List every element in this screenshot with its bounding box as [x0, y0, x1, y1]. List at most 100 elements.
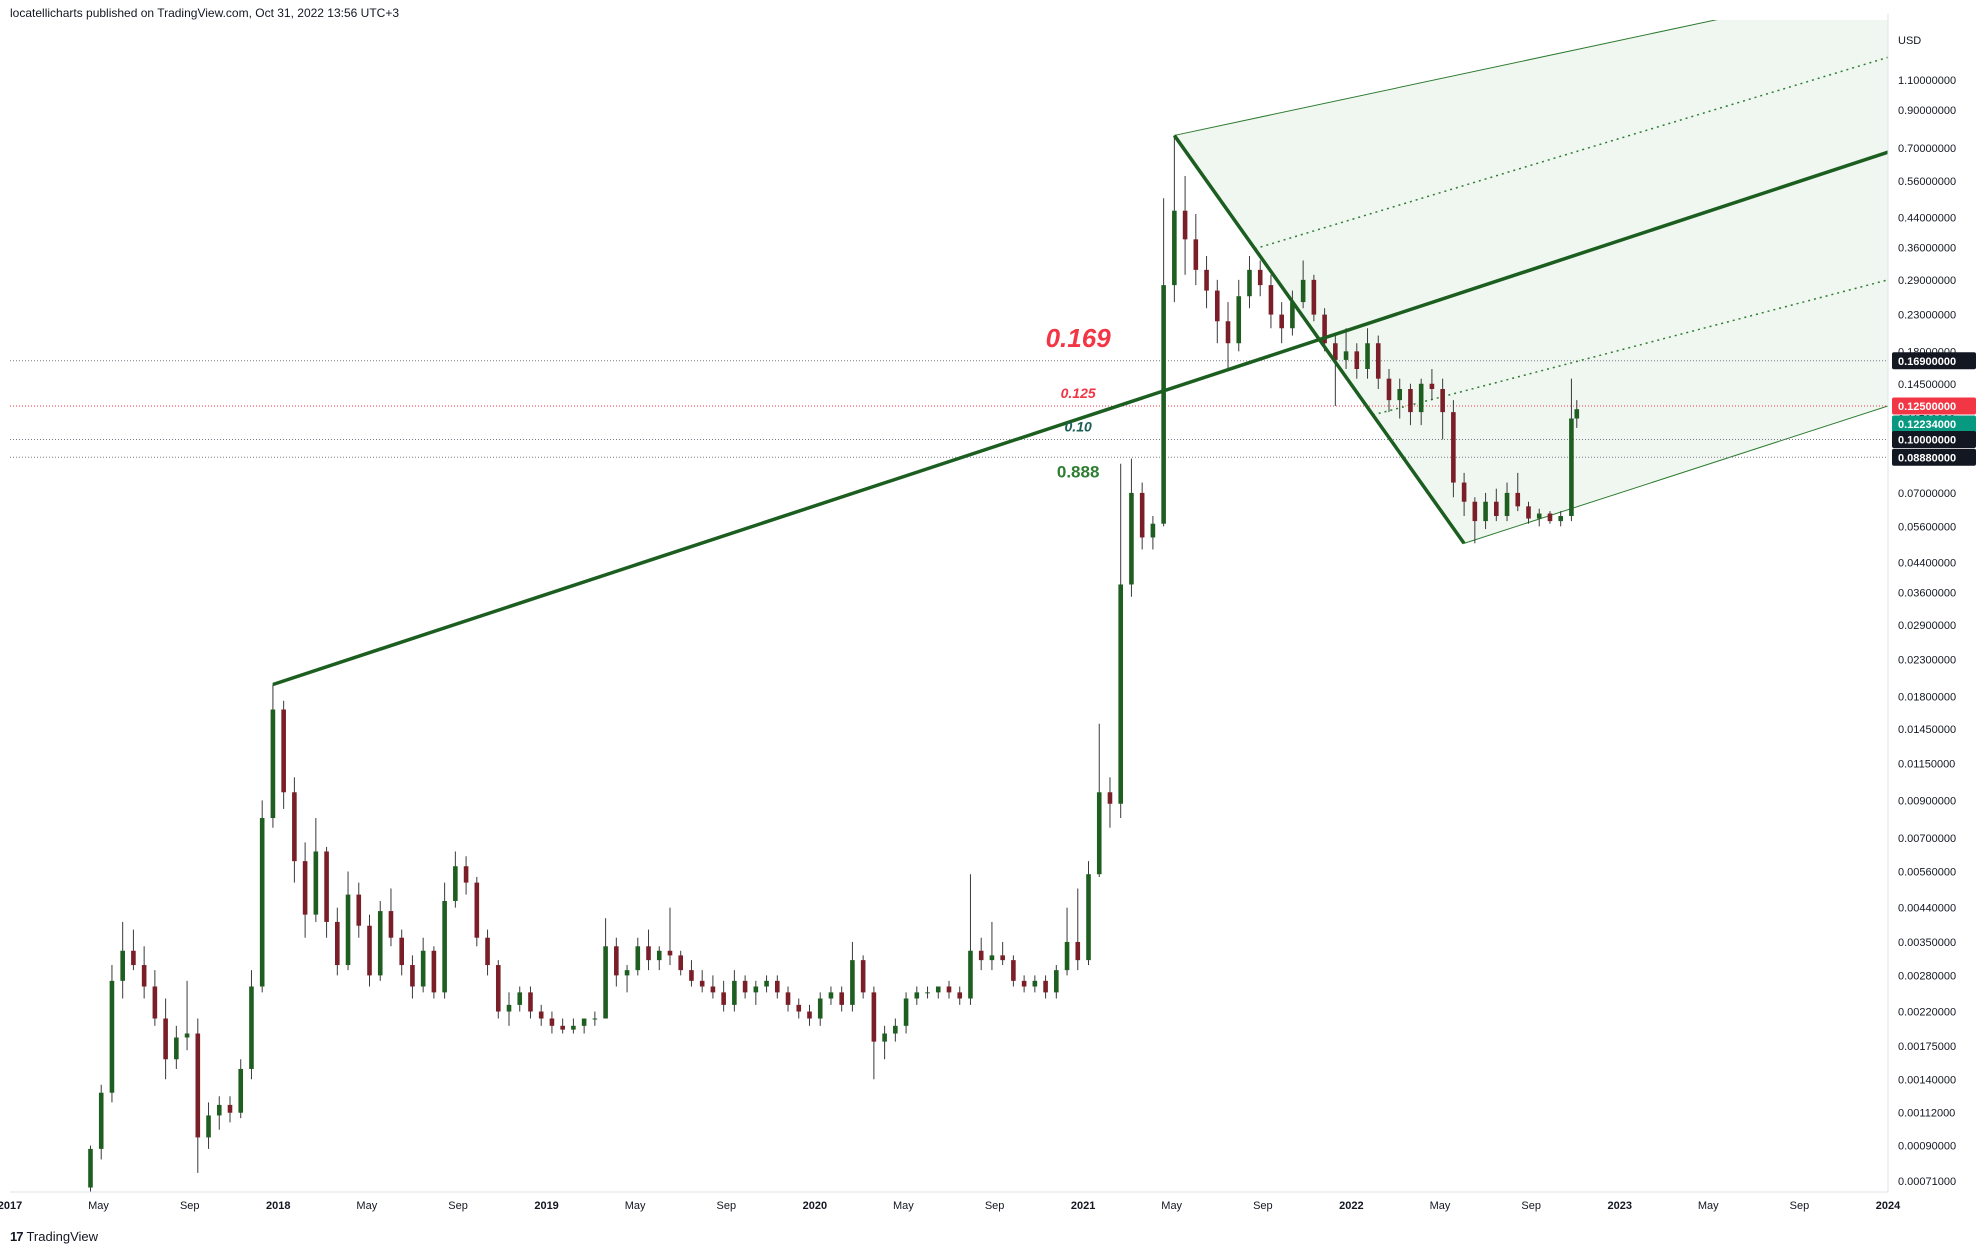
- x-tick-label: May: [625, 1200, 646, 1212]
- candle-body: [1139, 492, 1145, 538]
- candle-body: [1322, 314, 1327, 344]
- candle-body: [463, 866, 469, 883]
- candle: [1526, 501, 1531, 524]
- candle: [1172, 135, 1177, 303]
- candle-body: [1150, 523, 1156, 538]
- candle: [581, 1018, 587, 1034]
- price-label-text: 0.16900000: [1898, 356, 1956, 368]
- candle: [313, 818, 319, 922]
- candle: [989, 921, 995, 971]
- candle-body: [216, 1104, 222, 1116]
- candle-body: [474, 882, 480, 938]
- candle-body: [88, 1148, 93, 1188]
- x-tick-label: 2022: [1339, 1200, 1363, 1212]
- candle: [1043, 975, 1048, 999]
- candle: [463, 856, 469, 895]
- candle-body: [1504, 492, 1510, 517]
- candle-body: [1214, 290, 1220, 322]
- candle: [1011, 955, 1016, 987]
- candle-body: [141, 965, 147, 987]
- candle-body: [1064, 941, 1070, 971]
- candle-body: [882, 1033, 887, 1042]
- candle: [968, 874, 973, 1005]
- candle: [1032, 975, 1038, 993]
- candle-body: [377, 911, 383, 976]
- candle: [335, 907, 340, 976]
- candle: [538, 1004, 544, 1026]
- candle-body: [1236, 296, 1242, 344]
- y-tick-label: 0.00700000: [1898, 833, 1956, 845]
- candle-body: [281, 709, 286, 793]
- candle: [1365, 328, 1370, 379]
- candle-body: [1118, 584, 1124, 804]
- candle: [817, 992, 823, 1026]
- candle: [238, 1059, 244, 1119]
- candle-body: [903, 998, 909, 1026]
- candle-body: [785, 992, 791, 1005]
- y-tick-label: 0.00071000: [1898, 1176, 1956, 1188]
- candle: [560, 1018, 565, 1034]
- candle-body: [635, 946, 641, 971]
- candle-body: [871, 992, 877, 1042]
- candle: [1333, 335, 1338, 406]
- candle-body: [1472, 501, 1478, 522]
- candle: [624, 965, 630, 993]
- candle-body: [345, 894, 351, 966]
- candle-body: [1011, 960, 1016, 981]
- candle: [249, 970, 254, 1080]
- candle-body: [485, 937, 490, 966]
- candle: [1086, 861, 1091, 966]
- candle-body: [292, 792, 297, 862]
- candle-body: [1429, 383, 1435, 390]
- candle-body: [667, 950, 673, 956]
- candle-body: [1451, 412, 1456, 483]
- candle: [699, 970, 705, 993]
- candle: [131, 929, 136, 971]
- candle: [495, 960, 501, 1019]
- candle-body: [367, 925, 372, 976]
- candle-body: [1536, 513, 1542, 519]
- candle-body: [989, 955, 995, 961]
- price-label-text: 0.12234000: [1898, 419, 1956, 431]
- candle-body: [420, 950, 426, 987]
- candle-body: [796, 1004, 802, 1012]
- candle: [774, 975, 780, 999]
- candle: [882, 1025, 887, 1060]
- candle: [98, 1084, 104, 1160]
- x-tick-label: May: [1161, 1200, 1182, 1212]
- candle: [914, 986, 920, 1005]
- x-tick-label: 2023: [1607, 1200, 1631, 1212]
- candle-body: [1086, 874, 1091, 961]
- candle: [292, 777, 297, 883]
- candle: [1354, 343, 1360, 379]
- y-tick-label: 0.29000000: [1898, 275, 1956, 287]
- price-label-text: 0.12500000: [1898, 401, 1956, 413]
- candle: [1161, 198, 1166, 527]
- candle-body: [860, 960, 866, 993]
- candle-body: [828, 992, 834, 999]
- y-tick-label: 0.07000000: [1898, 488, 1956, 500]
- candle-body: [249, 986, 254, 1069]
- candle: [903, 992, 909, 1034]
- candle-body: [506, 1004, 512, 1012]
- trendline-falling: [1172, 134, 1466, 545]
- candle-body: [592, 1018, 598, 1020]
- y-tick-label: 0.04400000: [1898, 558, 1956, 570]
- candle-body: [656, 950, 662, 961]
- candle-body: [549, 1018, 555, 1026]
- candle-body: [517, 992, 523, 1005]
- candle-body: [1386, 378, 1392, 401]
- y-tick-label: 0.01800000: [1898, 691, 1956, 703]
- candle-body: [1494, 501, 1499, 517]
- candle: [141, 946, 147, 999]
- candle-body: [925, 992, 930, 994]
- candle: [1193, 213, 1199, 286]
- candle-body: [227, 1104, 233, 1113]
- candle: [1547, 511, 1553, 524]
- candle: [753, 980, 759, 1005]
- candle: [1214, 279, 1220, 344]
- candle: [216, 1096, 222, 1130]
- candle: [667, 907, 673, 966]
- candle-body: [560, 1025, 565, 1030]
